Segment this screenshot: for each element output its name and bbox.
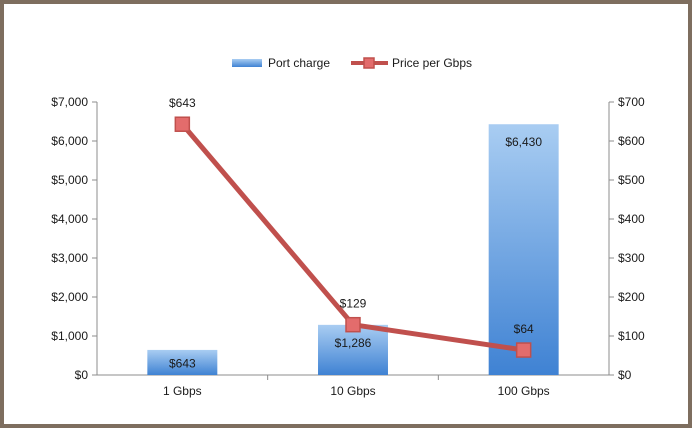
right-tick-label: $700 — [618, 95, 645, 109]
legend: Port charge Price per Gbps — [232, 56, 472, 70]
left-tick-label: $1,000 — [51, 329, 88, 343]
left-tick-label: $3,000 — [51, 251, 88, 265]
right-tick-label: $600 — [618, 134, 645, 148]
legend-label-port-charge: Port charge — [268, 56, 330, 70]
right-tick-label: $400 — [618, 212, 645, 226]
left-tick-label: $0 — [75, 368, 89, 382]
bars — [147, 124, 559, 375]
bar-data-label: $6,430 — [505, 135, 542, 149]
line-labels: $643 $129 $64 — [169, 96, 534, 336]
x-tick-label: 10 Gbps — [330, 384, 375, 398]
line-series — [174, 116, 532, 358]
left-tick-label: $5,000 — [51, 173, 88, 187]
right-tick-label: $100 — [618, 329, 645, 343]
right-tick-label: $500 — [618, 173, 645, 187]
line-data-label: $643 — [169, 96, 196, 110]
bar-data-label: $1,286 — [335, 336, 372, 350]
line-price-per-gbps — [180, 122, 525, 353]
bar-port-charge — [318, 324, 388, 375]
bar-port-charge — [147, 349, 218, 375]
bar-labels: $643 $1,286 $6,430 — [169, 135, 542, 370]
right-y-axis-ticks: $0 $100 $200 $300 $400 $500 $600 $700 — [609, 95, 645, 382]
x-axis-ticks: 1 Gbps 10 Gbps 100 Gbps — [163, 375, 550, 398]
left-tick-label: $4,000 — [51, 212, 88, 226]
line-data-label: $129 — [340, 297, 367, 311]
right-tick-label: $0 — [618, 368, 632, 382]
left-tick-label: $2,000 — [51, 290, 88, 304]
legend-label-price-per-gbps: Price per Gbps — [392, 56, 472, 70]
legend-marker-price-per-gbps — [363, 57, 375, 69]
x-tick-label: 1 Gbps — [163, 384, 202, 398]
bar-port-charge — [488, 124, 559, 375]
legend-swatch-port-charge — [232, 59, 262, 67]
bar-data-label: $643 — [169, 356, 196, 370]
point-price-per-gbps — [345, 316, 361, 333]
x-tick-label: 100 Gbps — [498, 384, 550, 398]
point-price-per-gbps — [515, 342, 532, 358]
point-price-per-gbps — [174, 116, 191, 132]
left-y-axis-ticks: $0 $1,000 $2,000 $3,000 $4,000 $5,000 $6,000 $7… — [51, 95, 97, 382]
left-tick-label: $7,000 — [51, 95, 88, 109]
right-tick-label: $300 — [618, 251, 645, 265]
line-data-label: $64 — [514, 322, 534, 336]
right-tick-label: $200 — [618, 290, 645, 304]
left-tick-label: $6,000 — [51, 134, 88, 148]
